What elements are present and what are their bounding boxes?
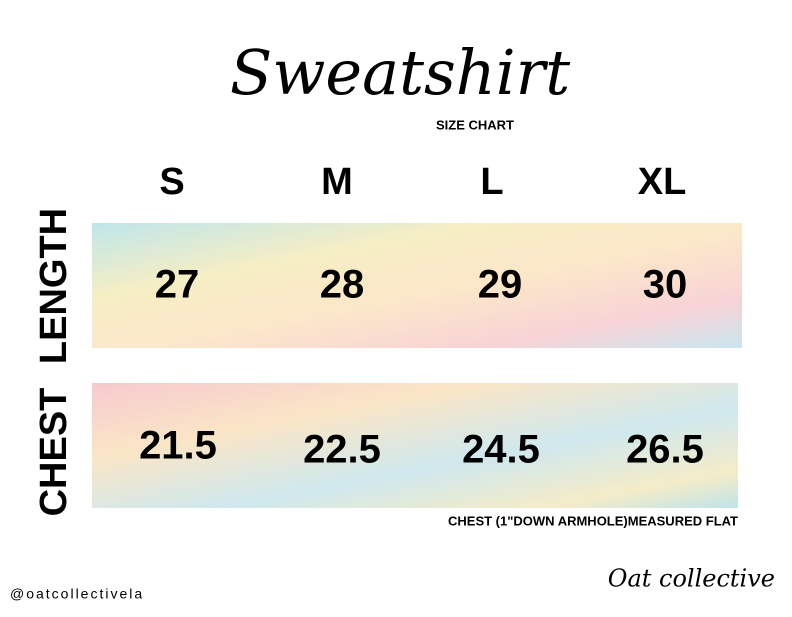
handle: @oatcollectivela [10, 586, 144, 602]
row-label: CHEST [33, 388, 75, 517]
subtitle: SIZE CHART [436, 117, 514, 132]
cell: 29 [478, 263, 523, 307]
row-label: LENGTH [33, 208, 75, 364]
brand: Oat collective [608, 565, 775, 593]
cell: 26.5 [626, 428, 704, 472]
cell: 22.5 [303, 428, 381, 472]
note: CHEST (1"DOWN ARMHOLE)MEASURED FLAT [448, 513, 738, 528]
row-band [92, 223, 742, 348]
column-header: L [480, 161, 503, 203]
column-header: XL [638, 161, 687, 203]
cell: 28 [320, 263, 365, 307]
column-header: S [159, 161, 184, 203]
cell: 21.5 [139, 424, 217, 468]
row-band [92, 383, 738, 508]
cell: 24.5 [462, 428, 540, 472]
column-header: M [321, 161, 353, 203]
cell: 30 [643, 263, 688, 307]
title: Sweatshirt [230, 36, 570, 109]
cell: 27 [155, 263, 200, 307]
